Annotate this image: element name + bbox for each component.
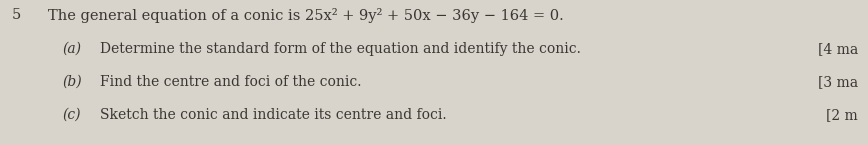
Text: (b): (b) — [62, 75, 82, 89]
Text: Sketch the conic and indicate its centre and foci.: Sketch the conic and indicate its centre… — [100, 108, 447, 122]
Text: The general equation of a conic is 25x² + 9y² + 50x − 36y − 164 = 0.: The general equation of a conic is 25x² … — [48, 8, 563, 23]
Text: [4 ma: [4 ma — [818, 42, 858, 56]
Text: 5: 5 — [12, 8, 21, 22]
Text: (c): (c) — [62, 108, 81, 122]
Text: [3 ma: [3 ma — [818, 75, 858, 89]
Text: [2 m: [2 m — [826, 108, 858, 122]
Text: Find the centre and foci of the conic.: Find the centre and foci of the conic. — [100, 75, 361, 89]
Text: (a): (a) — [62, 42, 81, 56]
Text: Determine the standard form of the equation and identify the conic.: Determine the standard form of the equat… — [100, 42, 581, 56]
